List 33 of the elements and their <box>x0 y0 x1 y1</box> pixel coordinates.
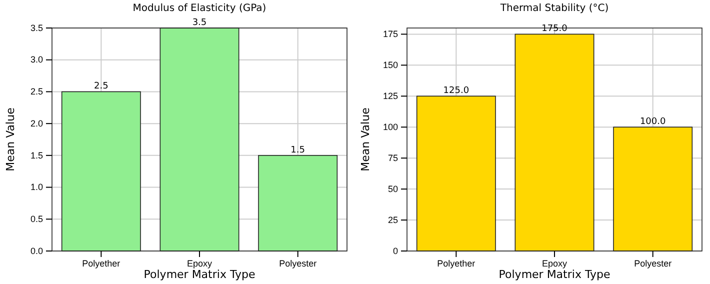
x-axis-title: Polymer Matrix Type <box>498 268 610 281</box>
y-tick-label: 2.5 <box>30 86 43 97</box>
x-tick-label: Polyether <box>437 258 476 268</box>
y-tick-label: 175 <box>382 29 398 40</box>
y-tick-label: 75 <box>388 152 398 163</box>
data-label: 3.5 <box>192 18 207 28</box>
y-tick-label: 50 <box>388 184 398 194</box>
y-tick-label: 150 <box>382 60 398 70</box>
x-tick-label: Polyester <box>634 258 672 268</box>
y-tick-label: 3.0 <box>30 54 43 65</box>
y-tick-label: 0.0 <box>30 246 43 256</box>
data-label: 125.0 <box>443 86 470 96</box>
y-tick-label: 0.5 <box>30 214 43 224</box>
y-tick-label: 1.0 <box>30 182 43 192</box>
y-axis-title: Mean Value <box>359 107 372 172</box>
chart-title: Thermal Stability (°C) <box>499 3 609 14</box>
data-label: 1.5 <box>290 145 305 156</box>
x-tick-label: Epoxy <box>542 258 568 268</box>
y-tick-label: 25 <box>388 214 398 225</box>
y-tick-label: 2.0 <box>30 118 43 128</box>
x-tick-label: Polyether <box>82 258 120 268</box>
y-tick-label: 0 <box>392 246 398 256</box>
y-axis-title: Mean Value <box>4 107 17 172</box>
chart-title: Modulus of Elasticity (GPa) <box>132 3 266 14</box>
x-tick-label: Polyester <box>279 258 317 268</box>
x-axis-title: Polymer Matrix Type <box>144 268 256 281</box>
y-tick-label: 100 <box>382 122 398 132</box>
data-label: 2.5 <box>94 82 108 92</box>
x-tick-label: Epoxy <box>186 258 213 268</box>
y-tick-label: 125 <box>382 91 398 102</box>
y-tick-label: 1.5 <box>30 150 43 160</box>
data-label: 100.0 <box>640 117 666 128</box>
y-tick-label: 3.5 <box>30 22 43 33</box>
